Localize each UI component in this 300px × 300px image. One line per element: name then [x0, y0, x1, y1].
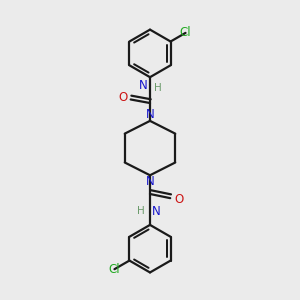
Text: O: O [118, 91, 128, 104]
Text: Cl: Cl [180, 26, 191, 39]
Text: Cl: Cl [109, 263, 120, 276]
Text: N: N [152, 205, 160, 218]
Text: H: H [137, 206, 145, 216]
Text: N: N [146, 175, 154, 188]
Text: N: N [146, 108, 154, 122]
Text: N: N [139, 79, 148, 92]
Text: O: O [174, 194, 183, 206]
Text: H: H [154, 82, 161, 93]
